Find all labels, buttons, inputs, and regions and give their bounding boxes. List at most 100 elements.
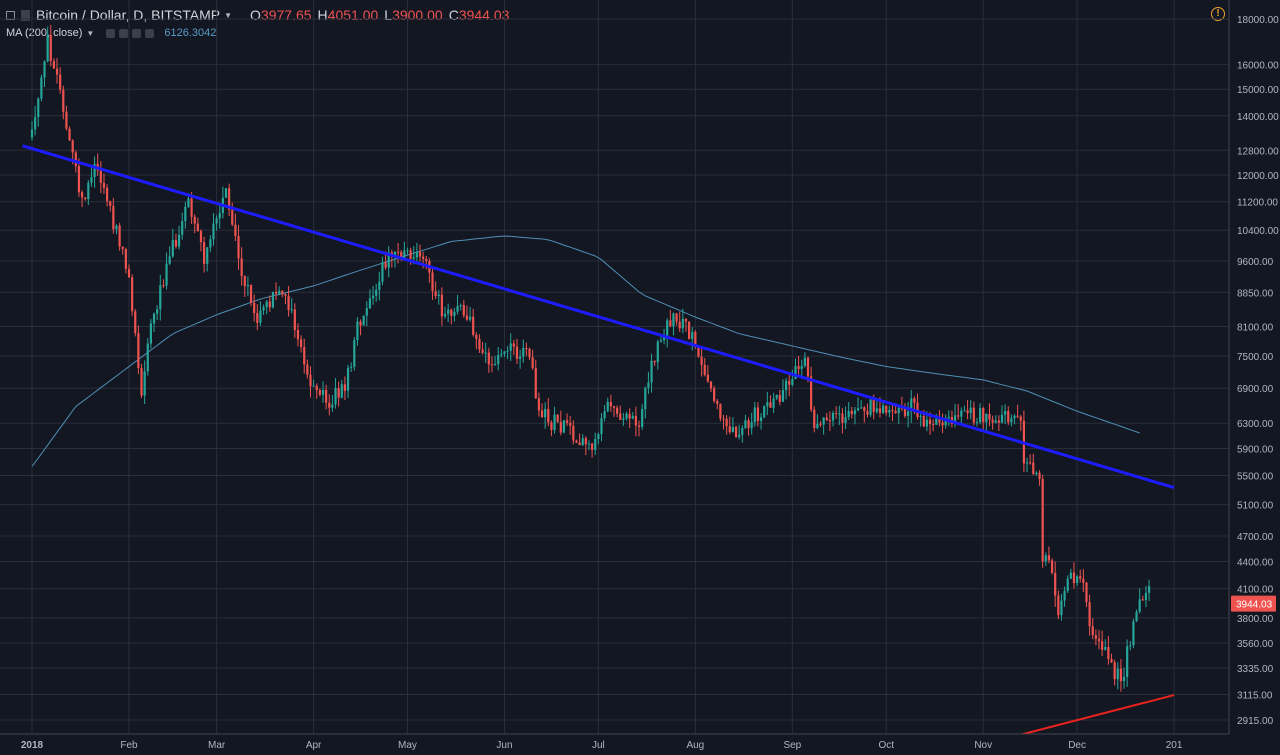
- candle: [515, 338, 519, 364]
- candle: [716, 398, 719, 410]
- alert-clock-icon[interactable]: !: [1211, 7, 1225, 21]
- candle: [991, 415, 994, 430]
- candle: [907, 401, 910, 428]
- x-tick-label: Nov: [974, 740, 992, 751]
- candle: [459, 303, 462, 311]
- candle: [62, 85, 65, 120]
- candle: [800, 359, 803, 377]
- candle: [343, 376, 347, 401]
- candle: [131, 274, 134, 316]
- candle: [772, 392, 775, 413]
- candle: [1085, 581, 1088, 608]
- candle: [240, 247, 243, 286]
- y-tick-label: 5900.00: [1237, 445, 1274, 456]
- candle: [1122, 667, 1126, 689]
- x-axis-ticks[interactable]: 2018 Feb Mar Apr May Jun Jul Aug Sep Oct Nov Dec 201: [21, 740, 1183, 751]
- candle: [440, 287, 444, 326]
- indicator-title[interactable]: MA (200, close): [6, 27, 83, 39]
- candle: [747, 417, 750, 436]
- plus-icon[interactable]: [132, 28, 142, 38]
- candle: [503, 350, 506, 357]
- candle: [881, 402, 885, 415]
- candle: [381, 256, 384, 286]
- candle: [49, 25, 52, 67]
- candle: [885, 405, 888, 416]
- candle: [819, 421, 822, 428]
- candle: [387, 246, 390, 278]
- candle: [647, 371, 650, 394]
- candle: [681, 308, 684, 334]
- candle: [803, 352, 806, 368]
- candle: [115, 224, 118, 235]
- candle: [221, 186, 224, 219]
- x-tick-label: 2018: [21, 740, 44, 751]
- candle: [68, 126, 71, 142]
- candle: [375, 283, 378, 302]
- candle: [584, 436, 587, 456]
- candle: [1107, 636, 1110, 665]
- y-tick-label: 3335.00: [1237, 664, 1274, 675]
- candle: [93, 156, 96, 188]
- candle: [174, 233, 178, 249]
- candle: [428, 258, 431, 283]
- candle: [534, 359, 537, 399]
- candle: [30, 121, 34, 141]
- candle: [315, 383, 318, 399]
- candle: [1057, 590, 1060, 620]
- candle: [1135, 609, 1138, 623]
- candle: [641, 404, 644, 431]
- candle: [87, 179, 90, 206]
- candle: [271, 291, 275, 309]
- candle: [206, 246, 209, 272]
- candle: [963, 405, 966, 412]
- candle: [393, 251, 397, 268]
- candle: [249, 284, 253, 307]
- candle: [725, 415, 728, 435]
- candle: [684, 318, 688, 332]
- candle: [353, 337, 356, 371]
- candle: [256, 304, 259, 331]
- y-tick-label: 14000.00: [1237, 112, 1279, 123]
- candle: [869, 397, 872, 417]
- candle: [1000, 405, 1004, 424]
- y-axis-ticks[interactable]: 18000.00 16000.00 15000.00 14000.00 12800.00…: [1237, 15, 1279, 727]
- candle: [1129, 640, 1132, 651]
- candle: [303, 338, 306, 374]
- chevron-down-icon[interactable]: ▼: [86, 28, 95, 38]
- y-tick-label: 9600.00: [1237, 257, 1274, 268]
- ma-200-line: [31, 235, 1140, 467]
- candle: [265, 300, 268, 315]
- candle: [1138, 588, 1141, 614]
- x-tick-label: Feb: [120, 740, 138, 751]
- candle: [753, 401, 756, 427]
- y-tick-label: 7500.00: [1237, 352, 1274, 363]
- close-icon[interactable]: [145, 28, 155, 38]
- candle: [328, 394, 331, 416]
- gear-icon[interactable]: [119, 28, 129, 38]
- candle: [844, 406, 847, 430]
- candle: [296, 323, 300, 347]
- candle: [121, 246, 124, 255]
- candle: [625, 411, 628, 421]
- candle: [788, 373, 791, 397]
- candle: [750, 412, 753, 435]
- candle: [731, 417, 735, 433]
- y-tick-label: 5500.00: [1237, 472, 1274, 483]
- candle: [719, 403, 722, 422]
- candle: [325, 384, 328, 410]
- candle: [841, 408, 844, 434]
- candle: [218, 205, 221, 229]
- candle: [1060, 593, 1063, 621]
- candle: [1050, 558, 1054, 575]
- y-tick-label: 4700.00: [1237, 532, 1274, 543]
- candle: [331, 395, 334, 412]
- chevron-down-icon[interactable]: ▼: [224, 10, 233, 20]
- candle: [738, 424, 741, 440]
- candle: [650, 353, 653, 393]
- candle: [475, 332, 478, 350]
- candle: [487, 347, 490, 373]
- candle: [810, 366, 813, 413]
- candle: [997, 415, 1000, 432]
- eye-icon[interactable]: [106, 28, 116, 38]
